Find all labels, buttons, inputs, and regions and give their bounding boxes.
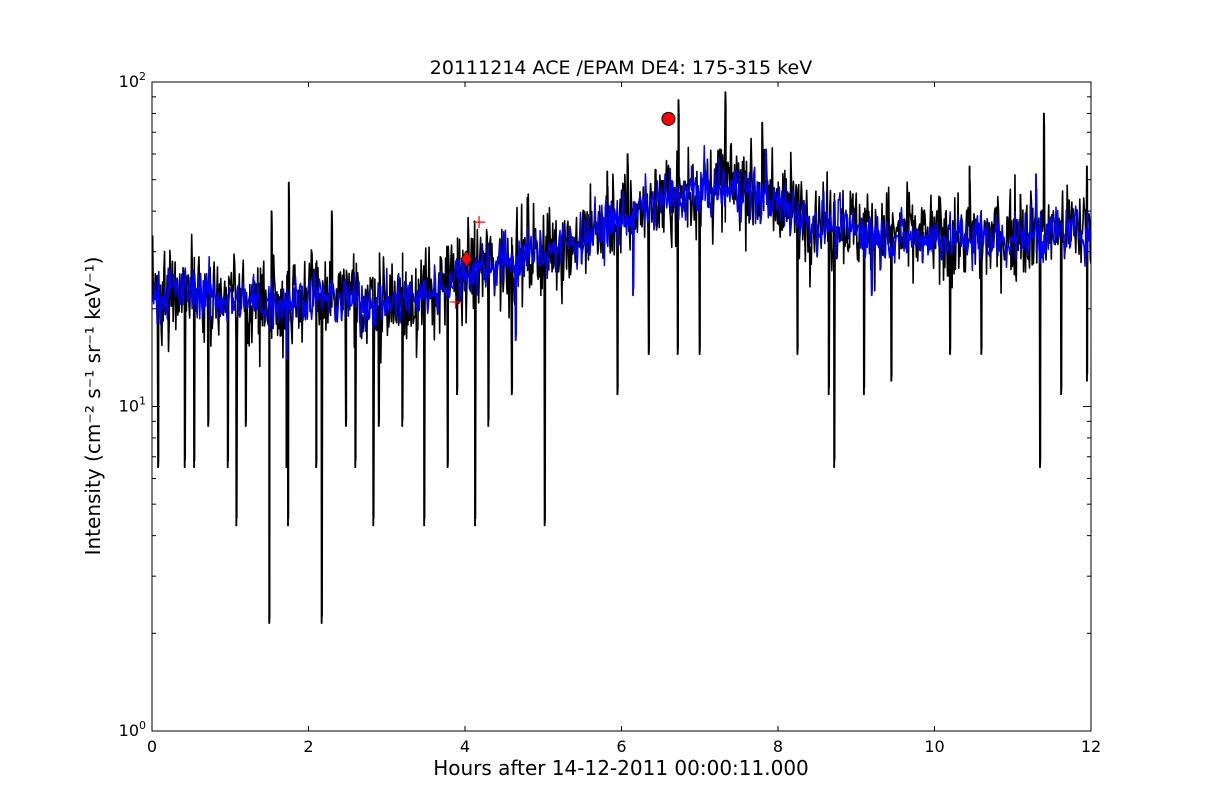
y-tick-label: 102: [119, 70, 146, 91]
marker-layer: [449, 111, 676, 308]
tick-layer: 0 2 4 6 8 10 12 100 101 102: [119, 70, 1102, 756]
x-tick-label: 6: [616, 737, 626, 756]
y-axis-label: Intensity (cm⁻² s⁻¹ sr⁻¹ keV⁻¹): [81, 257, 105, 556]
event-marker-circle: [661, 111, 676, 126]
event-marker-plus-3: [473, 216, 486, 229]
y-tick-label: 100: [119, 719, 146, 740]
x-tick-label: 0: [147, 737, 157, 756]
plot-frame: [151, 81, 1092, 732]
x-axis-label: Hours after 14-12-2011 00:00:11.000: [433, 756, 809, 780]
event-marker-plus-2: [449, 295, 462, 308]
chart-title: 20111214 ACE /EPAM DE4: 175-315 keV: [430, 57, 812, 79]
series-line-2: [152, 144, 1091, 360]
x-tick-label: 12: [1081, 737, 1101, 756]
x-tick-label: 8: [773, 737, 783, 756]
series-layer: [152, 91, 1091, 624]
x-tick-label: 4: [460, 737, 470, 756]
x-tick-label: 10: [924, 737, 944, 756]
y-tick-label: 101: [119, 395, 146, 416]
series-line-1: [152, 91, 1091, 624]
event-marker-diamond: [460, 250, 473, 268]
x-tick-label: 2: [303, 737, 313, 756]
